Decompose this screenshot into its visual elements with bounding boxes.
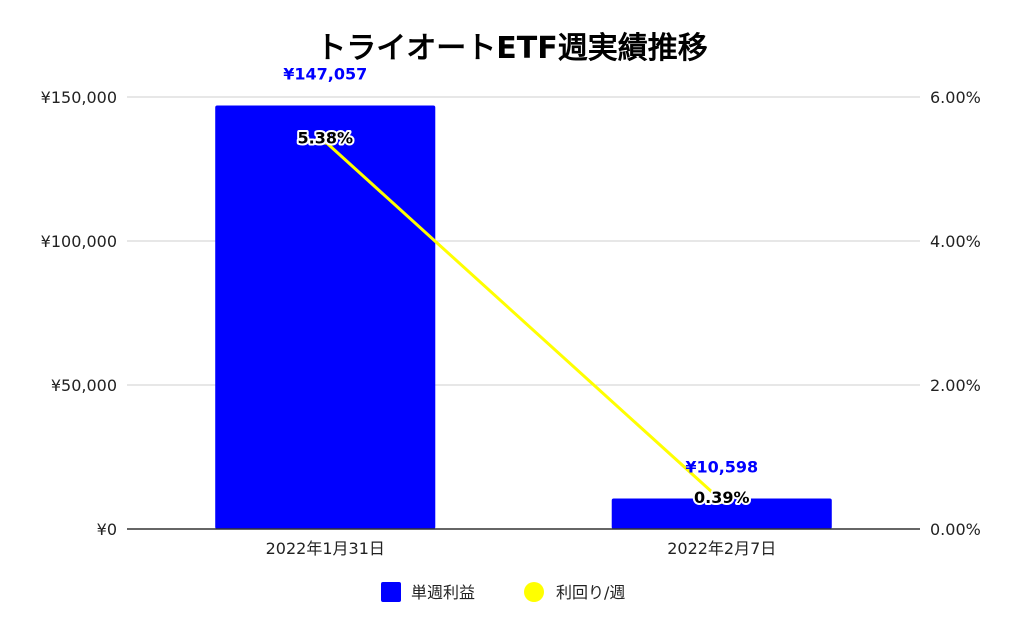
y-right-tick-label: 6.00%	[930, 88, 981, 107]
y-right-tick-label: 4.00%	[930, 232, 981, 251]
y-right-tick-label: 0.00%	[930, 520, 981, 539]
y-left-tick-label: ¥50,000	[51, 376, 117, 395]
bar	[611, 498, 832, 529]
y-left-tick-label: ¥0	[97, 520, 117, 539]
bar	[215, 105, 436, 530]
legend-label-line: 利回り/週	[556, 583, 625, 602]
legend: 単週利益 利回り/週	[381, 582, 625, 602]
yield-value-label: 0.39%	[694, 488, 750, 507]
bar-value-label: ¥10,598	[685, 457, 758, 476]
bar-series	[215, 105, 832, 530]
yield-value-label: 5.38%	[297, 129, 353, 148]
y-right-tick-label: 2.00%	[930, 376, 981, 395]
yield-point	[322, 138, 329, 145]
y-left-tick-label: ¥100,000	[41, 232, 117, 251]
data-labels: ¥147,057 ¥10,598 5.38% 0.39%	[283, 64, 758, 508]
bar-value-label: ¥147,057	[283, 64, 367, 83]
chart-title: トライオートETF週実績推移	[316, 31, 707, 66]
yield-point	[718, 497, 725, 504]
x-tick-label: 2022年2月7日	[667, 539, 776, 558]
legend-swatch-bar	[381, 582, 401, 602]
legend-label-bar: 単週利益	[411, 583, 475, 602]
axes: ¥0 ¥50,000 ¥100,000 ¥150,000 0.00% 2.00% 4.00%…	[41, 88, 981, 558]
yield-line	[324, 140, 723, 503]
legend-swatch-line	[524, 582, 544, 602]
line-series	[322, 138, 725, 504]
x-tick-label: 2022年1月31日	[266, 539, 385, 558]
y-left-tick-label: ¥150,000	[41, 88, 117, 107]
